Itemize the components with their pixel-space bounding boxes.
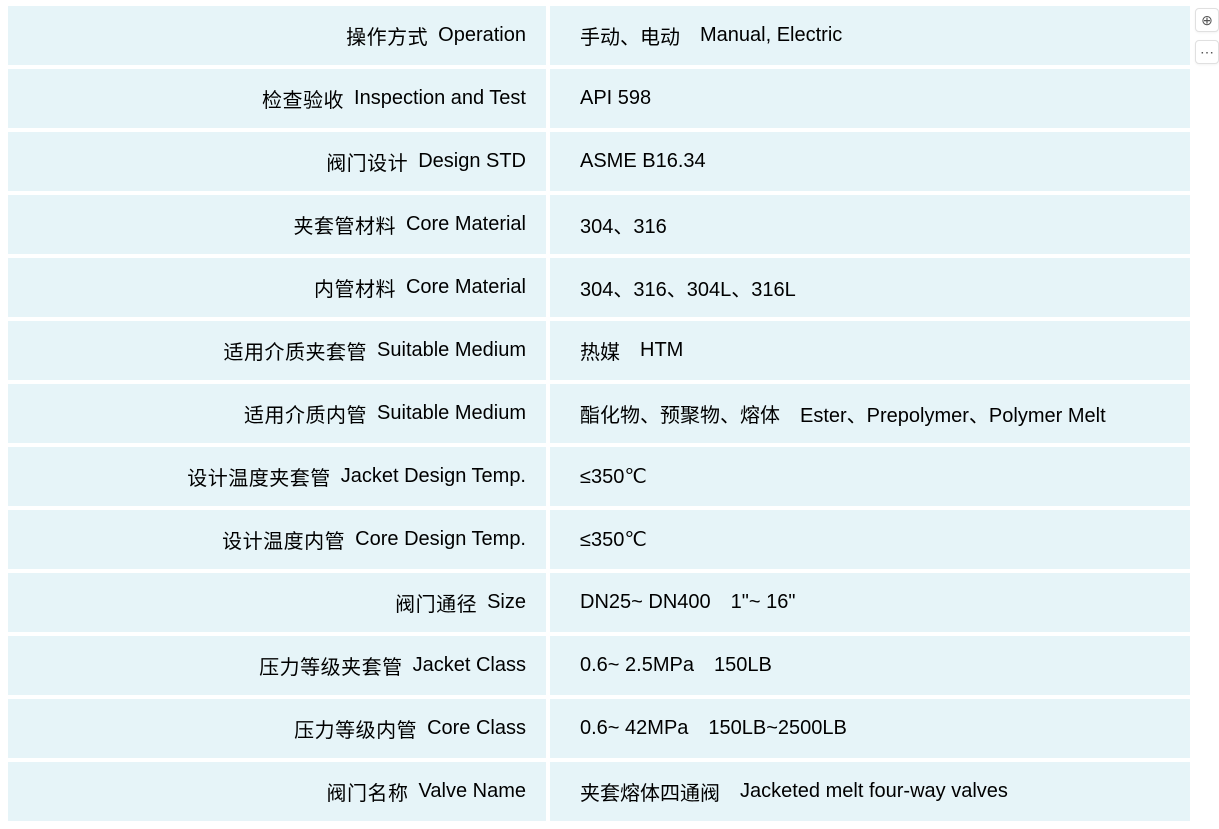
label-cell: 内管材料 Core Material bbox=[8, 258, 546, 317]
value-sub: Manual, Electric bbox=[700, 24, 842, 47]
label-en: Design STD bbox=[418, 150, 526, 173]
value-main: 0.6~ 42MPa bbox=[580, 717, 688, 740]
value-cell: ≤350℃ bbox=[550, 510, 1190, 569]
table-row: 阀门名称 Valve Name 夹套熔体四通阀 Jacketed melt fo… bbox=[8, 762, 1190, 821]
table-row: 压力等级夹套管 Jacket Class 0.6~ 2.5MPa 150LB bbox=[8, 636, 1190, 695]
label-cn: 阀门通径 bbox=[395, 588, 477, 617]
label-cn: 阀门设计 bbox=[326, 147, 408, 176]
label-cell: 操作方式 Operation bbox=[8, 6, 546, 65]
label-cn: 设计温度夹套管 bbox=[187, 462, 331, 491]
value-sub: HTM bbox=[640, 339, 683, 362]
value-cell: DN25~ DN400 1"~ 16" bbox=[550, 573, 1190, 632]
value-main: DN25~ DN400 bbox=[580, 591, 711, 614]
value-sub: 150LB bbox=[714, 654, 772, 677]
value-sub: 1"~ 16" bbox=[731, 591, 796, 614]
more-button[interactable]: ⋯ bbox=[1195, 40, 1219, 64]
value-main: 酯化物、预聚物、熔体 bbox=[580, 399, 780, 428]
label-cell: 夹套管材料 Core Material bbox=[8, 195, 546, 254]
label-en: Size bbox=[487, 591, 526, 614]
table-row: 适用介质夹套管 Suitable Medium 热媒 HTM bbox=[8, 321, 1190, 380]
value-cell: 夹套熔体四通阀 Jacketed melt four-way valves bbox=[550, 762, 1190, 821]
value-cell: 热媒 HTM bbox=[550, 321, 1190, 380]
value-main: 热媒 bbox=[580, 336, 620, 365]
label-cn: 适用介质内管 bbox=[244, 399, 367, 428]
value-main: ASME B16.34 bbox=[580, 150, 706, 173]
label-cell: 检查验收 Inspection and Test bbox=[8, 69, 546, 128]
table-row: 阀门设计 Design STD ASME B16.34 bbox=[8, 132, 1190, 191]
label-en: Suitable Medium bbox=[377, 339, 526, 362]
table-row: 检查验收 Inspection and Test API 598 bbox=[8, 69, 1190, 128]
value-main: 手动、电动 bbox=[580, 21, 680, 50]
label-en: Suitable Medium bbox=[377, 402, 526, 425]
label-en: Core Material bbox=[406, 276, 526, 299]
label-en: Core Material bbox=[406, 213, 526, 236]
value-sub: Jacketed melt four-way valves bbox=[740, 780, 1008, 803]
zoom-icon: ⊕ bbox=[1201, 12, 1213, 29]
value-main: 304、316、304L、316L bbox=[580, 273, 796, 302]
value-main: API 598 bbox=[580, 87, 651, 110]
label-en: Core Class bbox=[427, 717, 526, 740]
value-cell: 酯化物、预聚物、熔体 Ester、Prepolymer、Polymer Melt bbox=[550, 384, 1190, 443]
value-cell: 0.6~ 42MPa 150LB~2500LB bbox=[550, 699, 1190, 758]
spec-table: 操作方式 Operation 手动、电动 Manual, Electric 检查… bbox=[8, 6, 1190, 821]
label-cell: 设计温度夹套管 Jacket Design Temp. bbox=[8, 447, 546, 506]
label-cell: 适用介质内管 Suitable Medium bbox=[8, 384, 546, 443]
value-main: ≤350℃ bbox=[580, 527, 647, 552]
label-en: Jacket Class bbox=[413, 654, 526, 677]
label-cn: 夹套管材料 bbox=[293, 210, 396, 239]
table-row: 压力等级内管 Core Class 0.6~ 42MPa 150LB~2500L… bbox=[8, 699, 1190, 758]
value-cell: API 598 bbox=[550, 69, 1190, 128]
label-en: Core Design Temp. bbox=[355, 528, 526, 551]
value-cell: ≤350℃ bbox=[550, 447, 1190, 506]
value-cell: 手动、电动 Manual, Electric bbox=[550, 6, 1190, 65]
label-cell: 设计温度内管 Core Design Temp. bbox=[8, 510, 546, 569]
floating-toolbar: ⊕ ⋯ bbox=[1195, 8, 1219, 64]
zoom-button[interactable]: ⊕ bbox=[1195, 8, 1219, 32]
table-row: 阀门通径 Size DN25~ DN400 1"~ 16" bbox=[8, 573, 1190, 632]
table-row: 设计温度夹套管 Jacket Design Temp. ≤350℃ bbox=[8, 447, 1190, 506]
label-cell: 阀门设计 Design STD bbox=[8, 132, 546, 191]
label-cn: 内管材料 bbox=[314, 273, 396, 302]
value-cell: 0.6~ 2.5MPa 150LB bbox=[550, 636, 1190, 695]
label-en: Inspection and Test bbox=[354, 87, 526, 110]
value-sub: 150LB~2500LB bbox=[708, 717, 846, 740]
value-main: 0.6~ 2.5MPa bbox=[580, 654, 694, 677]
more-icon: ⋯ bbox=[1200, 44, 1214, 61]
value-cell: 304、316、304L、316L bbox=[550, 258, 1190, 317]
label-cell: 压力等级内管 Core Class bbox=[8, 699, 546, 758]
label-cn: 适用介质夹套管 bbox=[224, 336, 368, 365]
table-row: 设计温度内管 Core Design Temp. ≤350℃ bbox=[8, 510, 1190, 569]
label-cell: 压力等级夹套管 Jacket Class bbox=[8, 636, 546, 695]
label-cn: 操作方式 bbox=[346, 21, 428, 50]
value-cell: ASME B16.34 bbox=[550, 132, 1190, 191]
table-row: 适用介质内管 Suitable Medium 酯化物、预聚物、熔体 Ester、… bbox=[8, 384, 1190, 443]
value-sub: Ester、Prepolymer、Polymer Melt bbox=[800, 399, 1106, 428]
label-cell: 阀门名称 Valve Name bbox=[8, 762, 546, 821]
label-en: Jacket Design Temp. bbox=[341, 465, 526, 488]
label-cell: 阀门通径 Size bbox=[8, 573, 546, 632]
table-row: 操作方式 Operation 手动、电动 Manual, Electric bbox=[8, 6, 1190, 65]
value-main: 304、316 bbox=[580, 210, 667, 239]
label-cell: 适用介质夹套管 Suitable Medium bbox=[8, 321, 546, 380]
label-cn: 检查验收 bbox=[262, 84, 344, 113]
table-row: 内管材料 Core Material 304、316、304L、316L bbox=[8, 258, 1190, 317]
value-cell: 304、316 bbox=[550, 195, 1190, 254]
table-row: 夹套管材料 Core Material 304、316 bbox=[8, 195, 1190, 254]
label-cn: 压力等级夹套管 bbox=[259, 651, 403, 680]
value-main: ≤350℃ bbox=[580, 464, 647, 489]
label-en: Operation bbox=[438, 24, 526, 47]
value-main: 夹套熔体四通阀 bbox=[580, 777, 720, 806]
label-cn: 设计温度内管 bbox=[222, 525, 345, 554]
label-cn: 压力等级内管 bbox=[294, 714, 417, 743]
label-en: Valve Name bbox=[419, 780, 526, 803]
label-cn: 阀门名称 bbox=[327, 777, 409, 806]
